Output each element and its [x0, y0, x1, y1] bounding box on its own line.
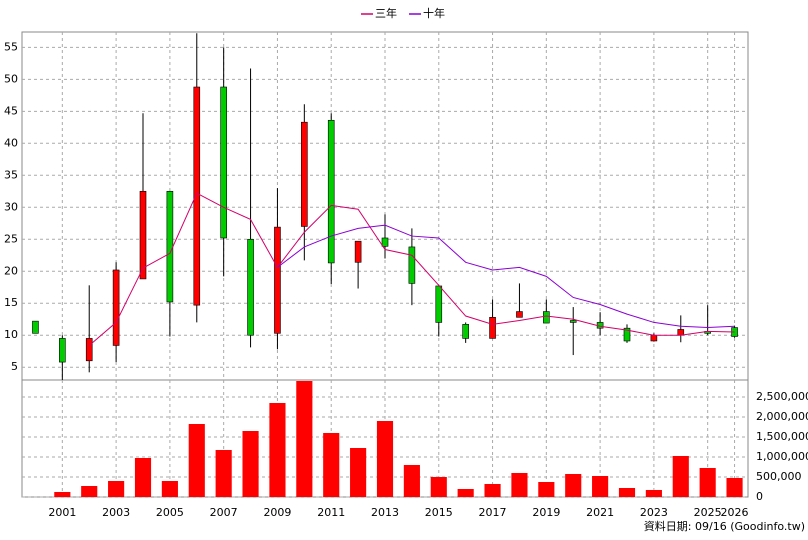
volume-bar	[269, 403, 286, 497]
footer: 資料日期: 09/16 (Goodinfo.tw)	[644, 519, 805, 533]
x-tick-label: 2025	[694, 506, 722, 519]
volume-bar	[457, 489, 474, 497]
y-tick-label: 50	[4, 72, 18, 85]
volume-bar	[81, 486, 98, 497]
volume-bar	[430, 477, 447, 497]
candle-body	[220, 86, 227, 239]
y-tick-label: 30	[4, 200, 18, 213]
candle-body	[59, 338, 66, 363]
volume-bar	[538, 482, 555, 497]
candle-body	[462, 324, 469, 339]
y-tick-label: 20	[4, 264, 18, 277]
volume-bar	[161, 481, 178, 497]
candle-body	[112, 269, 120, 346]
x-tick-label: 2026	[721, 506, 749, 519]
candle-body	[650, 334, 658, 342]
volume-bar	[134, 458, 152, 497]
candle-body	[489, 317, 496, 339]
y-tick-label: 40	[4, 136, 18, 149]
candle-body	[569, 320, 577, 323]
legend-label: 十年	[423, 6, 445, 20]
x-tick-label: 2005	[156, 506, 184, 519]
volume-bar	[215, 450, 232, 497]
ma-line	[277, 224, 735, 329]
y-tick-label: 1,000,000	[756, 450, 808, 463]
x-tick-label: 2011	[317, 506, 345, 519]
x-tick-label: 2013	[371, 506, 399, 519]
candle-body	[85, 338, 93, 362]
legend-label: 三年	[375, 6, 397, 20]
volume-bar	[323, 433, 340, 497]
x-tick-label: 2001	[48, 506, 76, 519]
y-tick-label: 0	[756, 490, 763, 503]
candle-body	[327, 119, 335, 264]
candle-body	[543, 311, 550, 324]
x-tick-label: 2017	[479, 506, 507, 519]
x-tick-label: 2021	[586, 506, 614, 519]
candle-body	[354, 240, 362, 263]
volume-bar	[672, 456, 689, 497]
candle-body	[677, 329, 685, 336]
volume-bar	[511, 473, 528, 497]
candle-body	[274, 226, 281, 334]
volume-bar	[403, 465, 420, 497]
volume-bar	[350, 448, 367, 497]
candle-body	[139, 190, 147, 280]
y-tick-label: 15	[4, 296, 18, 309]
volume-bar	[376, 421, 394, 497]
candle-body	[193, 86, 201, 306]
candle-body	[381, 237, 389, 247]
candle-body	[408, 246, 416, 284]
volume-bar	[484, 484, 501, 497]
y-tick-label: 35	[4, 168, 18, 181]
x-tick-label: 2019	[532, 506, 560, 519]
volume-bar	[592, 476, 609, 497]
x-tick-label: 2003	[102, 506, 130, 519]
y-tick-label: 2,500,000	[756, 390, 808, 403]
x-tick-label: 2007	[210, 506, 238, 519]
volume-bar	[54, 492, 71, 497]
candle-body	[32, 320, 39, 334]
y-tick-label: 10	[4, 328, 18, 341]
candle-body	[166, 190, 174, 303]
ma-line	[88, 192, 735, 346]
y-tick-label: 1,500,000	[756, 430, 808, 443]
candle-body	[623, 327, 631, 342]
candle-body	[435, 285, 443, 323]
x-tick-label: 2015	[425, 506, 453, 519]
volume-bar	[296, 381, 313, 497]
volume-bar	[618, 488, 636, 497]
y-tick-label: 2,000,000	[756, 410, 808, 423]
y-tick-label: 45	[4, 104, 18, 117]
candle-body	[247, 238, 254, 336]
y-tick-label: 25	[4, 232, 18, 245]
volume-bar	[242, 431, 259, 497]
volume-bar	[699, 468, 716, 497]
volume-bar	[108, 481, 125, 497]
candle-body	[516, 311, 523, 318]
x-tick-label: 2023	[640, 506, 668, 519]
volume-bar	[565, 474, 582, 497]
volume-bar	[645, 490, 662, 497]
x-tick-label: 2009	[263, 506, 291, 519]
y-tick-label: 500,000	[756, 470, 802, 483]
y-tick-label: 55	[4, 40, 18, 53]
volume-bar	[188, 424, 205, 497]
y-tick-label: 5	[11, 360, 18, 373]
candle-body	[301, 121, 308, 227]
volume-bar	[726, 478, 743, 497]
